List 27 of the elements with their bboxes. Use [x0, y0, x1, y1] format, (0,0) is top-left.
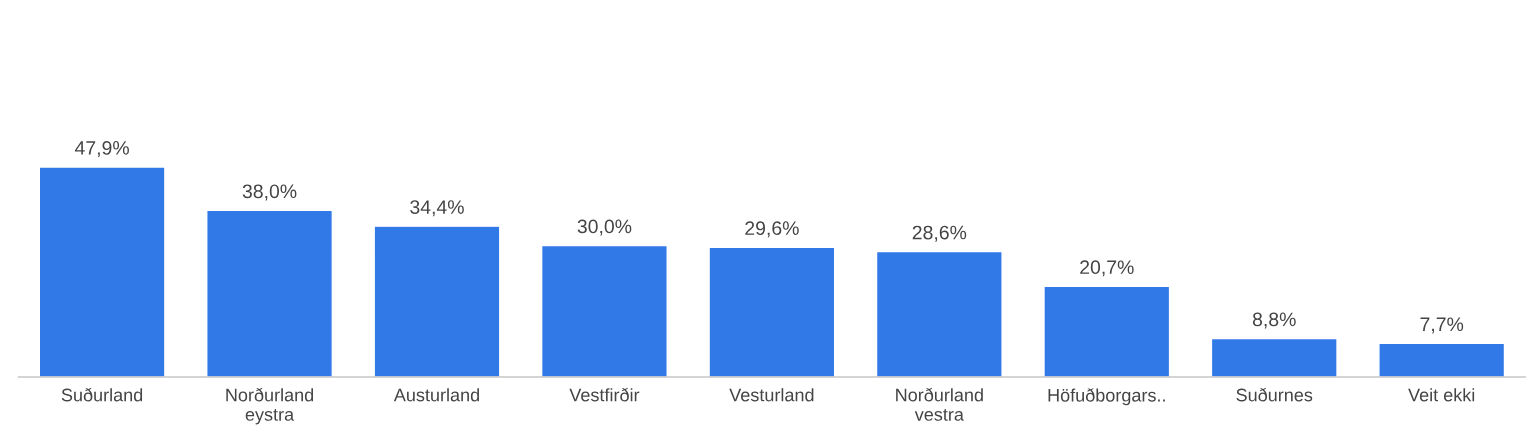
data-label: 38,0%	[242, 184, 297, 201]
bar	[875, 250, 1003, 378]
bar	[206, 209, 334, 378]
bar	[38, 166, 166, 378]
x-tick-label: Veit ekki	[1408, 388, 1475, 402]
x-tick-label: Suðurland	[61, 387, 143, 402]
data-label: 8,8%	[1252, 312, 1296, 329]
data-label: 7,7%	[1420, 317, 1464, 334]
data-label: 47,9%	[74, 141, 129, 158]
x-tick-label: Suðurnes	[1236, 387, 1313, 402]
x-tick-label: Norðurland vestra	[896, 387, 983, 421]
x-tick-label: Vesturland	[729, 388, 814, 402]
data-label: 20,7%	[1080, 260, 1134, 277]
x-tick-label: Norðurland eystra	[226, 387, 314, 425]
x-tick-label: Austurland	[393, 388, 479, 402]
x-tick-label: Vestfirðir	[569, 387, 640, 402]
bar	[708, 246, 836, 378]
bar	[1043, 285, 1171, 378]
x-tick-label: Höfuðborgars..	[1048, 388, 1165, 406]
bar	[373, 225, 501, 378]
data-label: 34,4%	[410, 200, 464, 217]
bar	[1378, 342, 1506, 378]
bar	[1210, 337, 1338, 378]
data-label: 30,0%	[577, 219, 632, 236]
data-label: 28,6%	[912, 225, 967, 242]
bar	[540, 244, 668, 378]
data-label: 29,6%	[745, 221, 799, 238]
